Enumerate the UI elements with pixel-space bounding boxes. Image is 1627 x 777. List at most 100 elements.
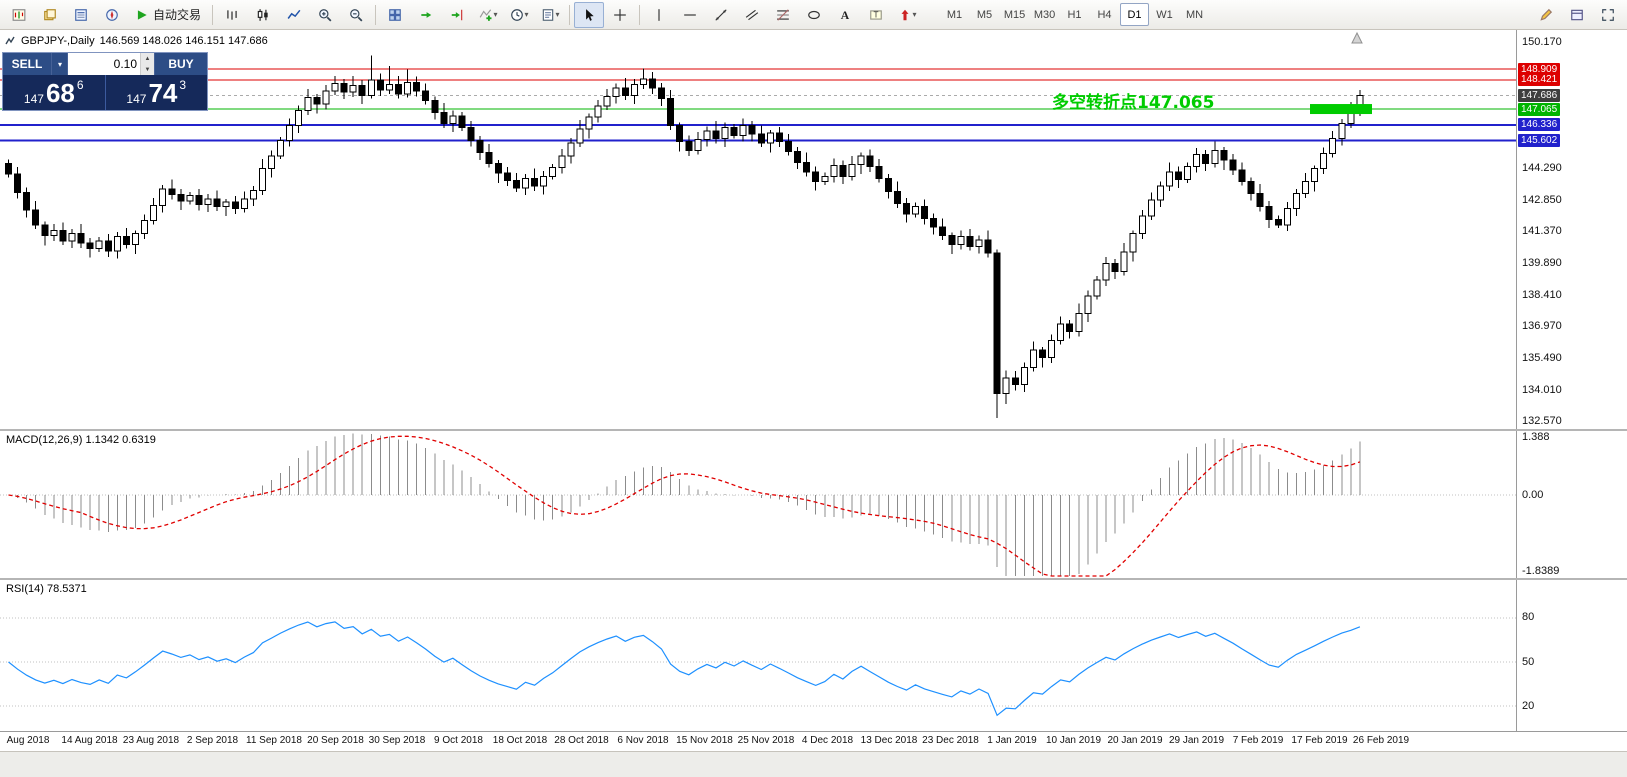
indicators-button[interactable]: ▾: [473, 2, 503, 28]
time-axis-label: 25 Nov 2018: [737, 735, 795, 746]
rsi-axis-label: 80: [1522, 611, 1535, 624]
data-window-button[interactable]: [66, 2, 96, 28]
trade-panel-options-button[interactable]: ▾: [51, 53, 67, 75]
tile-windows-icon: [388, 8, 402, 22]
annotation-text[interactable]: 多空转折点147.065: [1052, 92, 1214, 113]
price-axis-label: 144.290: [1522, 162, 1562, 175]
timeframe-d1-button[interactable]: D1: [1120, 3, 1150, 26]
volume-decrease-button[interactable]: ▼: [141, 64, 154, 75]
rsi-pane: 80 50 20 RSI(14) 78.5371: [0, 580, 1627, 731]
panel-button[interactable]: [1562, 2, 1592, 28]
periods-button[interactable]: ▾: [504, 2, 534, 28]
price-tag-148.421: 148.421: [1518, 73, 1561, 87]
bar-chart-icon: [225, 8, 239, 22]
time-axis-label: 26 Feb 2019: [1352, 735, 1410, 746]
autotrading-label: 自动交易: [153, 8, 202, 22]
zoom-out-button[interactable]: [341, 2, 371, 28]
trend-line-icon: [714, 8, 728, 22]
time-axis-label: 17 Feb 2019: [1291, 735, 1348, 746]
bar-chart-button[interactable]: [217, 2, 247, 28]
macd-axis[interactable]: 1.388 0.00 -1.8389: [1516, 431, 1627, 578]
indicators-icon: [479, 8, 493, 22]
price-axis[interactable]: 150.170 144.290 142.850 141.370 139.890 138.4…: [1516, 30, 1627, 429]
candlestick-chart-icon: [256, 8, 270, 22]
timeframe-m5-button[interactable]: M5: [976, 8, 993, 21]
buy-price-pip: 3: [179, 78, 187, 92]
time-axis-label: 18 Oct 2018: [492, 735, 548, 746]
time-axis-label: 2 Sep 2018: [186, 735, 239, 746]
chevron-down-icon: ▾: [524, 10, 529, 19]
price-chart-plot[interactable]: 多空转折点147.065: [0, 30, 1516, 429]
buy-button[interactable]: BUY: [155, 53, 207, 75]
zoom-in-button[interactable]: [310, 2, 340, 28]
buy-price[interactable]: 147 74 3: [104, 75, 208, 110]
macd-plot[interactable]: [0, 431, 1516, 578]
timeframe-m30-button[interactable]: M30: [1033, 8, 1056, 21]
auto-scroll-icon: [419, 8, 433, 22]
toolbar-separator: [212, 4, 214, 25]
chart-shift-button[interactable]: [442, 2, 472, 28]
time-axis-label: 20 Sep 2018: [307, 735, 364, 746]
rsi-axis[interactable]: 80 50 20: [1516, 580, 1627, 731]
buy-price-big: 74: [148, 77, 178, 108]
volume-input[interactable]: [68, 53, 140, 75]
templates-icon: [541, 8, 555, 22]
green-zone-rect[interactable]: [1310, 104, 1372, 115]
time-axis-label: 29 Jan 2019: [1168, 735, 1225, 746]
time-axis-label: 14 Aug 2018: [61, 735, 118, 746]
vertical-line-button[interactable]: [644, 2, 674, 28]
equidistant-channel-button[interactable]: [737, 2, 767, 28]
text-label-button[interactable]: T: [861, 2, 891, 28]
new-chart-icon: [12, 8, 26, 22]
timeframe-m15-button[interactable]: M15: [1003, 8, 1026, 21]
timeframe-w1-button[interactable]: W1: [1156, 8, 1173, 21]
navigator-button[interactable]: [97, 2, 127, 28]
edit-button[interactable]: [1531, 2, 1561, 28]
fibonacci-button[interactable]: [768, 2, 798, 28]
data-window-icon: [74, 8, 88, 22]
templates-button[interactable]: ▾: [535, 2, 565, 28]
line-chart-button[interactable]: [279, 2, 309, 28]
time-axis[interactable]: Aug 2018 14 Aug 2018 23 Aug 2018 2 Sep 2018…: [0, 731, 1627, 751]
volume-increase-button[interactable]: ▲: [141, 53, 154, 64]
arrows-button[interactable]: ▾: [892, 2, 922, 28]
timeframe-h4-button[interactable]: H4: [1097, 8, 1112, 21]
timeframe-mn-button[interactable]: MN: [1185, 8, 1204, 21]
candlestick-chart-button[interactable]: [248, 2, 278, 28]
price-axis-label: 142.850: [1522, 193, 1562, 206]
tile-windows-button[interactable]: [380, 2, 410, 28]
time-axis-label: 20 Jan 2019: [1107, 735, 1163, 746]
line-chart-icon: [287, 8, 301, 22]
profiles-button[interactable]: [35, 2, 65, 28]
timeframe-h1-button[interactable]: H1: [1067, 8, 1082, 21]
rsi-axis-label: 20: [1522, 699, 1535, 712]
autotrading-button[interactable]: 自动交易: [128, 2, 208, 28]
new-chart-button[interactable]: [4, 2, 34, 28]
time-axis-label: 9 Oct 2018: [434, 735, 483, 746]
pane-separator[interactable]: [0, 578, 1627, 580]
rsi-plot[interactable]: [0, 580, 1516, 731]
auto-scroll-button[interactable]: [411, 2, 441, 28]
sell-button[interactable]: SELL: [3, 53, 51, 75]
toolbar-separator: [569, 4, 571, 25]
expand-button[interactable]: [1593, 2, 1623, 28]
trend-line-button[interactable]: [706, 2, 736, 28]
sell-price-pip: 6: [76, 78, 84, 92]
cursor-button[interactable]: [574, 1, 605, 28]
expand-icon: [1601, 8, 1615, 22]
horizontal-line-button[interactable]: [675, 2, 705, 28]
time-axis-label: 28 Oct 2018: [554, 735, 609, 746]
chevron-down-icon: ▾: [912, 10, 917, 19]
time-axis-label: 13 Dec 2018: [860, 735, 918, 746]
pane-separator[interactable]: [0, 429, 1627, 431]
buy-price-prefix: 147: [126, 92, 147, 106]
ellipse-button[interactable]: [799, 2, 829, 28]
toolbar-separator: [639, 4, 641, 25]
crosshair-button[interactable]: [605, 2, 635, 28]
horizontal-line-icon: [683, 8, 697, 22]
periods-icon: [510, 8, 524, 22]
text-button[interactable]: A: [830, 2, 860, 28]
sell-price[interactable]: 147 68 6: [3, 75, 105, 110]
timeframe-m1-button[interactable]: M1: [946, 8, 963, 21]
price-axis-label: 138.410: [1522, 289, 1562, 302]
